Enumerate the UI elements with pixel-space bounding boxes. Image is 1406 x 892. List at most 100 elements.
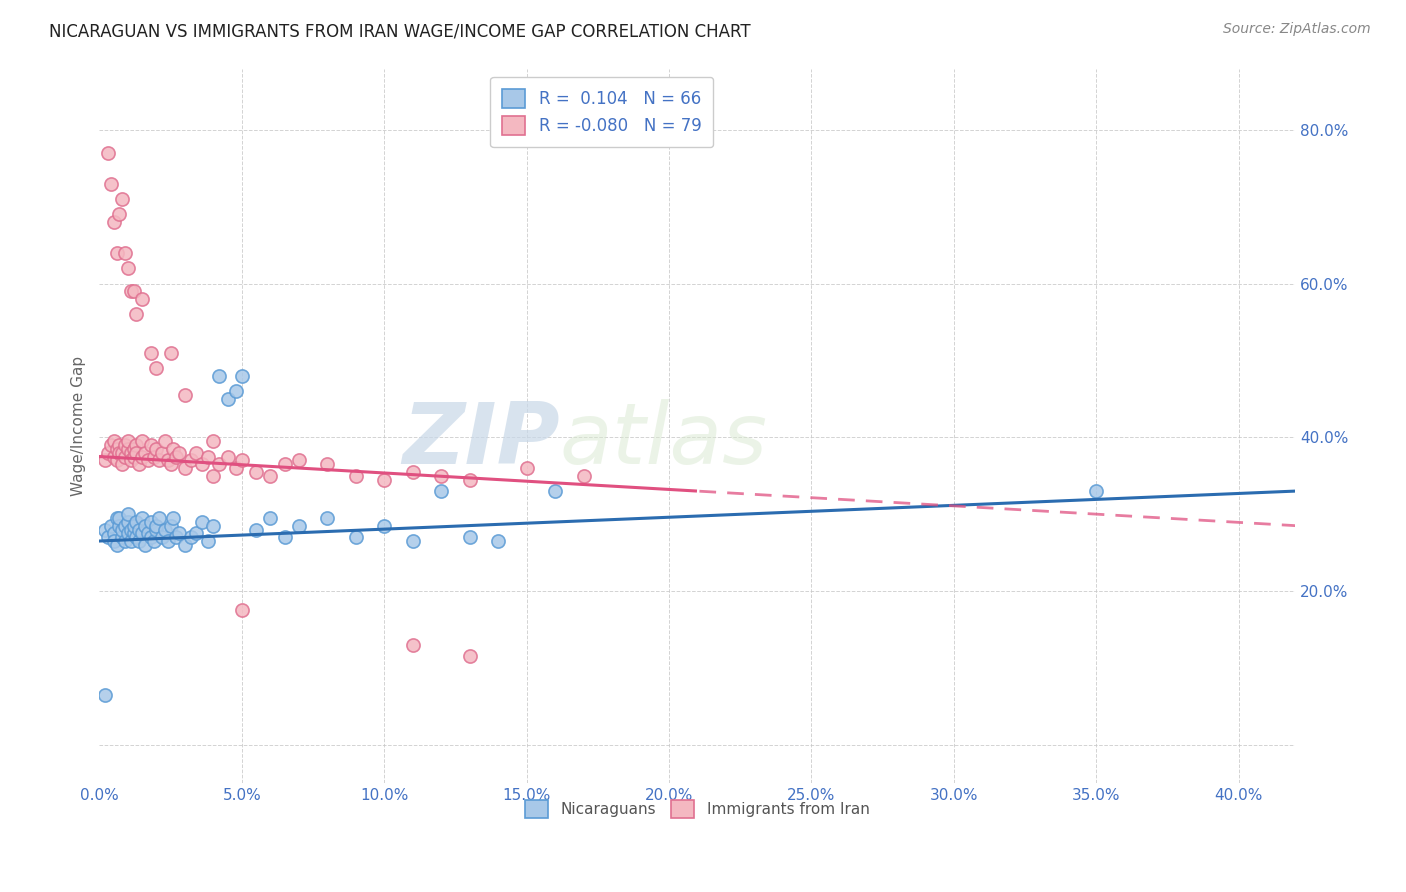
Point: [544, 484, 567, 499]
Y-axis label: Wage/Income Gap: Wage/Income Gap: [72, 356, 86, 496]
Point: [122, 450, 145, 464]
Point: [94, 523, 117, 537]
Point: [122, 518, 145, 533]
Point: [100, 518, 122, 533]
Point: [108, 518, 131, 533]
Point: [145, 518, 167, 533]
Point: [134, 445, 156, 459]
Point: [125, 307, 148, 321]
Point: [142, 534, 165, 549]
Point: [458, 473, 481, 487]
Point: [117, 434, 139, 449]
Text: NICARAGUAN VS IMMIGRANTS FROM IRAN WAGE/INCOME GAP CORRELATION CHART: NICARAGUAN VS IMMIGRANTS FROM IRAN WAGE/…: [49, 22, 751, 40]
Point: [139, 515, 162, 529]
Point: [156, 453, 179, 467]
Point: [273, 457, 295, 471]
Point: [111, 192, 134, 206]
Point: [136, 526, 159, 541]
Point: [145, 361, 167, 376]
Point: [231, 368, 253, 383]
Point: [94, 688, 117, 702]
Point: [120, 523, 142, 537]
Point: [197, 534, 219, 549]
Point: [150, 445, 173, 459]
Point: [165, 530, 187, 544]
Point: [117, 515, 139, 529]
Point: [120, 285, 142, 299]
Point: [202, 518, 225, 533]
Point: [173, 388, 195, 402]
Point: [134, 518, 156, 533]
Point: [108, 207, 131, 221]
Point: [108, 511, 131, 525]
Point: [145, 523, 167, 537]
Point: [208, 457, 231, 471]
Point: [100, 438, 122, 452]
Point: [167, 445, 190, 459]
Point: [148, 453, 170, 467]
Point: [516, 461, 538, 475]
Point: [430, 468, 453, 483]
Point: [162, 442, 184, 456]
Point: [125, 530, 148, 544]
Point: [202, 468, 225, 483]
Point: [231, 603, 253, 617]
Point: [134, 538, 156, 552]
Point: [97, 445, 120, 459]
Point: [122, 526, 145, 541]
Point: [458, 530, 481, 544]
Point: [186, 526, 208, 541]
Point: [572, 468, 595, 483]
Point: [373, 473, 395, 487]
Point: [94, 453, 117, 467]
Point: [105, 246, 128, 260]
Point: [186, 445, 208, 459]
Point: [159, 518, 181, 533]
Point: [159, 346, 181, 360]
Point: [273, 530, 295, 544]
Point: [159, 457, 181, 471]
Point: [136, 453, 159, 467]
Text: ZIP: ZIP: [402, 399, 560, 482]
Point: [139, 346, 162, 360]
Point: [148, 511, 170, 525]
Point: [162, 511, 184, 525]
Point: [105, 453, 128, 467]
Point: [120, 445, 142, 459]
Point: [142, 450, 165, 464]
Point: [225, 461, 247, 475]
Point: [167, 526, 190, 541]
Point: [373, 518, 395, 533]
Point: [173, 461, 195, 475]
Point: [153, 434, 176, 449]
Point: [114, 246, 136, 260]
Point: [287, 518, 309, 533]
Point: [114, 438, 136, 452]
Point: [100, 177, 122, 191]
Point: [125, 438, 148, 452]
Point: [191, 515, 214, 529]
Point: [103, 215, 125, 229]
Point: [225, 384, 247, 399]
Point: [486, 534, 509, 549]
Point: [217, 392, 239, 406]
Point: [344, 530, 367, 544]
Point: [131, 526, 153, 541]
Point: [150, 530, 173, 544]
Point: [402, 534, 425, 549]
Point: [108, 445, 131, 459]
Point: [180, 453, 202, 467]
Point: [103, 534, 125, 549]
Point: [122, 285, 145, 299]
Point: [128, 523, 150, 537]
Point: [117, 261, 139, 276]
Point: [173, 538, 195, 552]
Legend: Nicaraguans, Immigrants from Iran: Nicaraguans, Immigrants from Iran: [517, 792, 877, 825]
Point: [259, 468, 281, 483]
Point: [108, 438, 131, 452]
Point: [103, 434, 125, 449]
Point: [430, 484, 453, 499]
Point: [114, 518, 136, 533]
Point: [217, 450, 239, 464]
Point: [117, 442, 139, 456]
